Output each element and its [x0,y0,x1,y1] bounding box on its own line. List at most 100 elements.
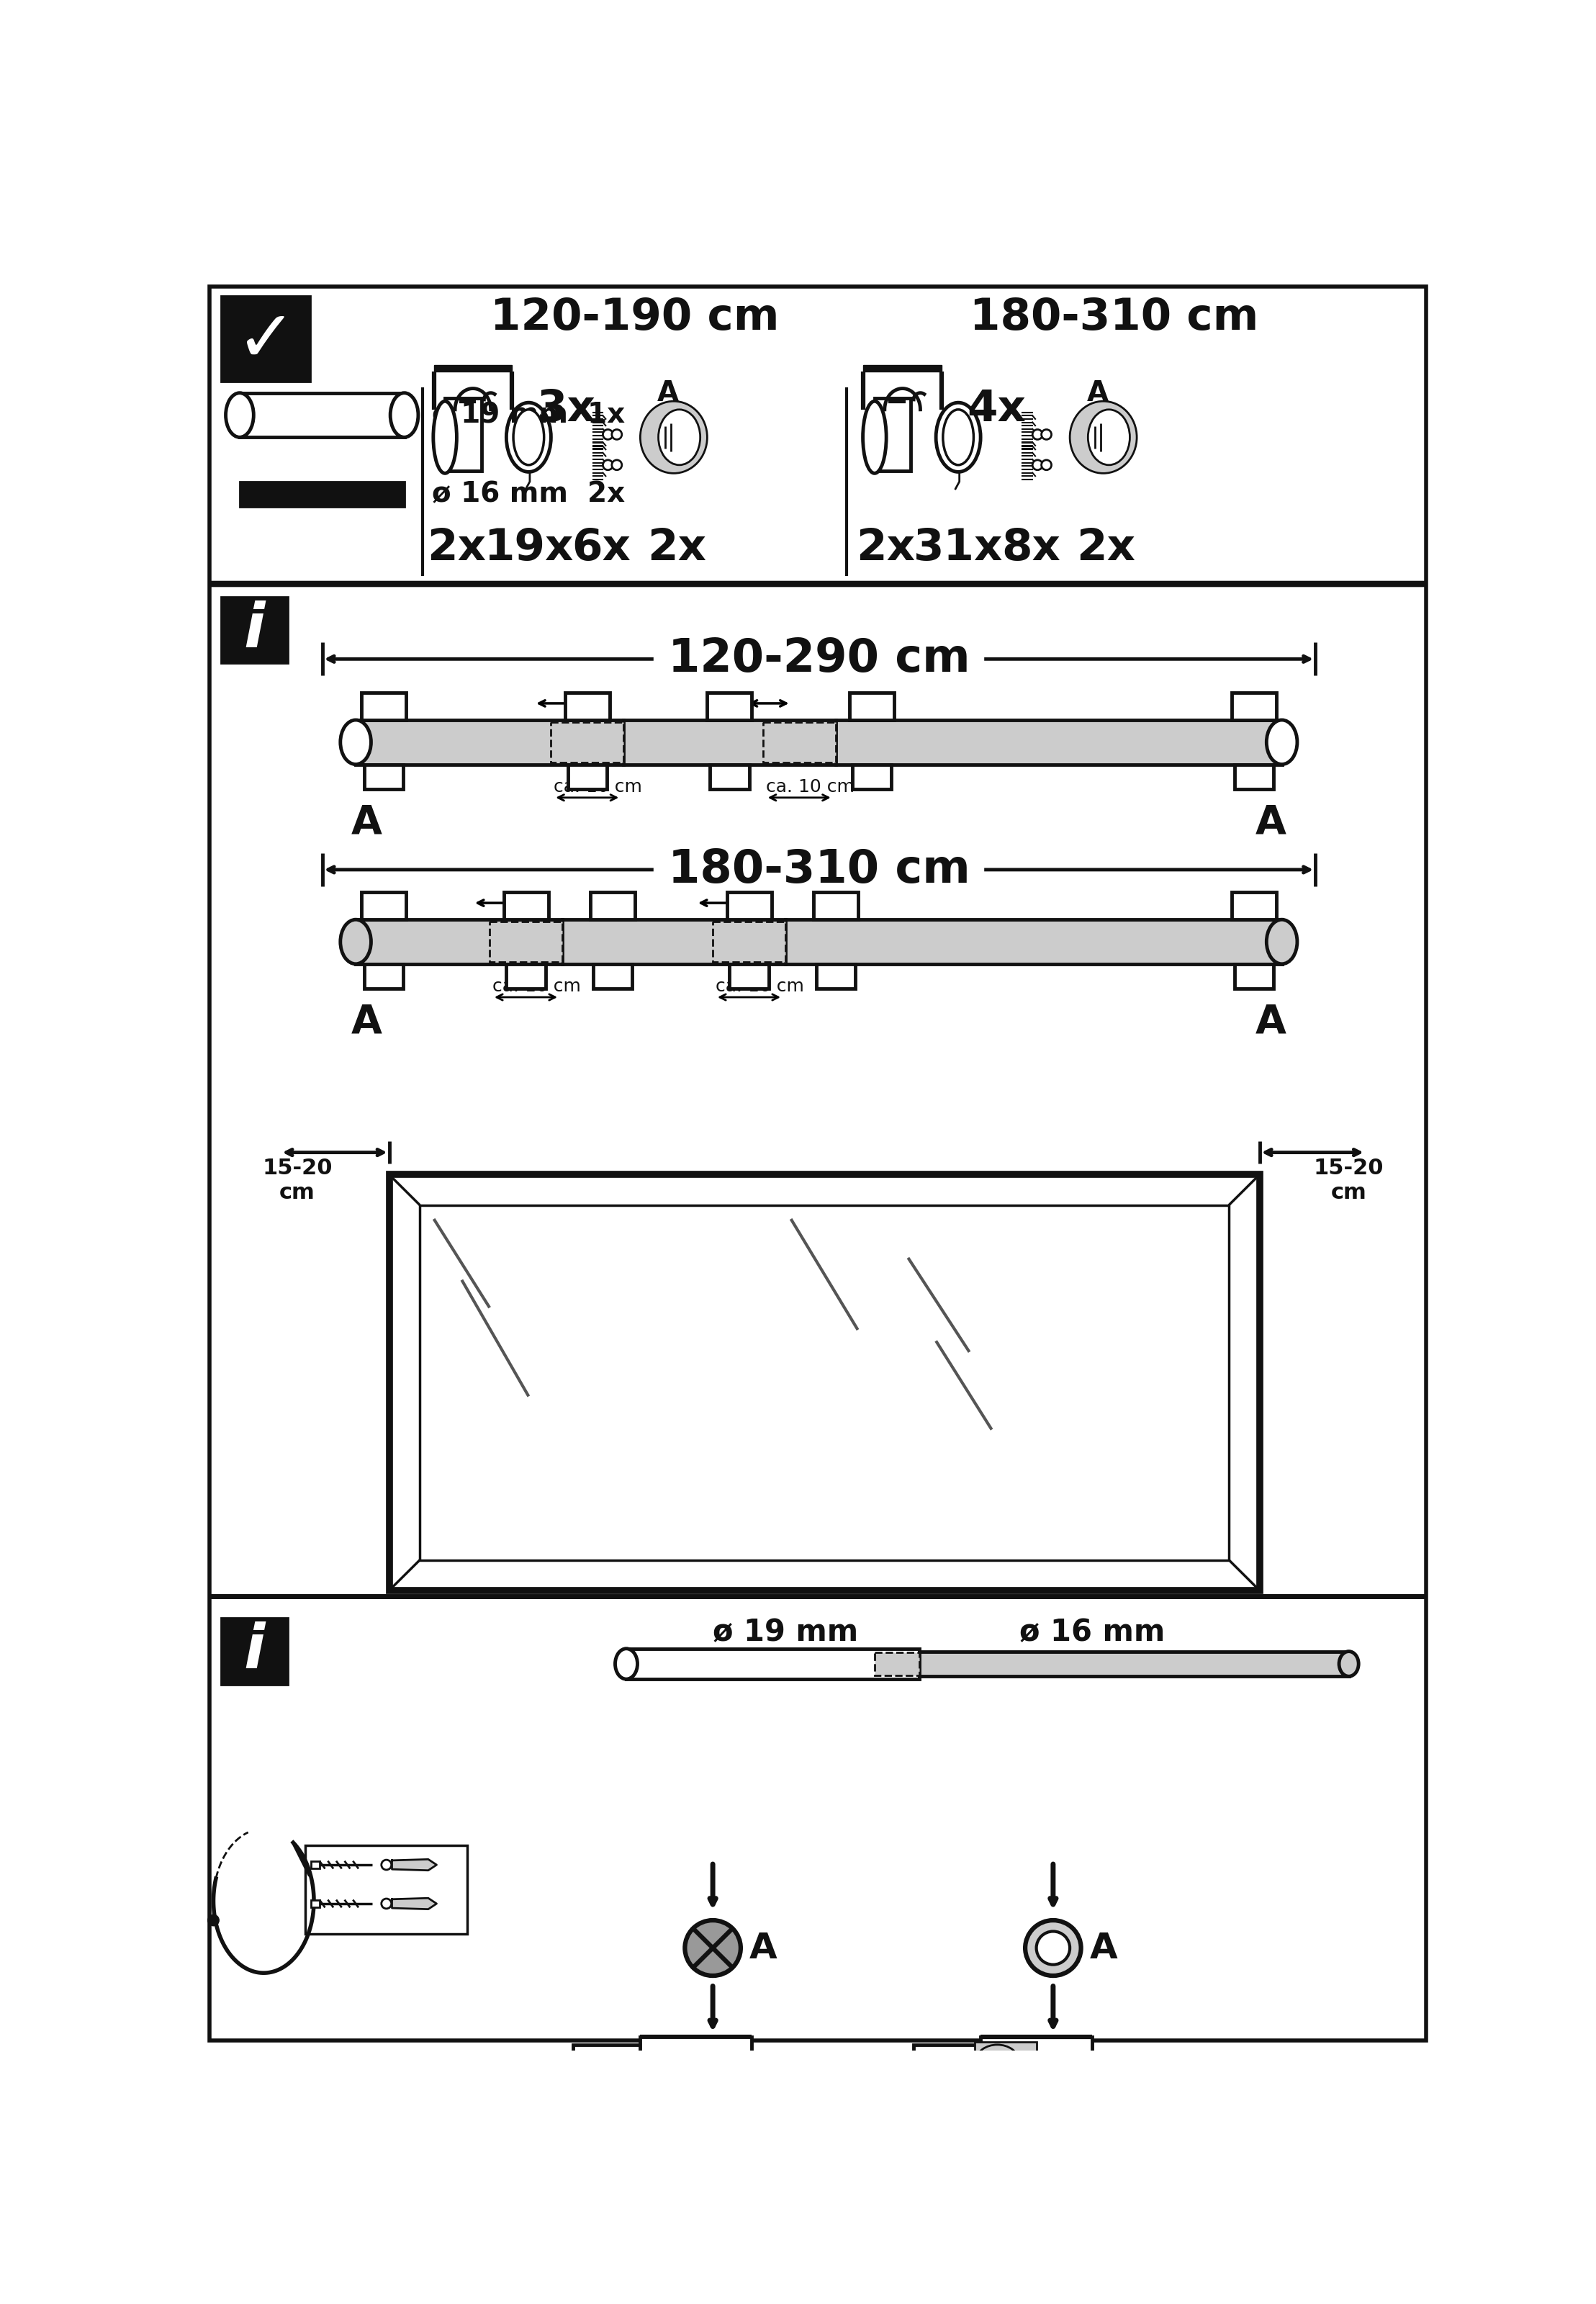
Ellipse shape [977,2044,1018,2076]
Ellipse shape [614,1650,637,1680]
Ellipse shape [391,394,418,438]
Bar [592,963,632,988]
Ellipse shape [1339,1652,1358,1677]
Polygon shape [393,1859,437,1871]
Bar [434,364,512,371]
Bar [311,1862,319,1869]
Text: A: A [351,804,383,841]
Text: ca. 10 cm: ca. 10 cm [715,977,804,995]
Text: 31x: 31x [913,528,1002,569]
Text: 180-310 cm: 180-310 cm [667,848,970,892]
Bar [980,2037,1092,2083]
Text: A: A [1090,1931,1117,1965]
Circle shape [661,2099,675,2113]
Bar [389,1175,1259,1590]
Bar [707,2083,741,2129]
Bar [490,922,562,961]
Circle shape [1033,429,1042,440]
Bar [356,919,562,963]
Bar [311,1901,319,1908]
Text: 2x: 2x [646,528,705,569]
Bar [707,691,752,719]
Circle shape [611,461,622,470]
Bar [875,399,911,470]
Bar [504,892,547,919]
Bar [785,919,1282,963]
Bar [220,597,287,664]
Bar [991,2083,1025,2129]
Text: 3x: 3x [536,389,595,431]
Bar [239,394,404,438]
Text: 4x: 4x [967,389,1026,431]
Bar [875,1652,919,1675]
Ellipse shape [935,403,980,472]
Ellipse shape [340,919,370,963]
Bar [364,765,404,790]
Ellipse shape [943,410,974,465]
Text: ca. 10 cm: ca. 10 cm [493,977,581,995]
Ellipse shape [1069,401,1136,472]
Circle shape [381,1898,391,1908]
Text: 2x: 2x [855,528,915,569]
Text: ca. 10 cm: ca. 10 cm [766,779,854,795]
Polygon shape [393,1898,437,1910]
Text: 15-20
cm: 15-20 cm [262,1159,332,1203]
Bar [1234,765,1274,790]
Text: A: A [351,1002,383,1041]
Text: 15-20
cm: 15-20 cm [1314,1159,1384,1203]
Bar [624,719,836,765]
Text: ø 19 mm: ø 19 mm [712,1617,859,1647]
Ellipse shape [1088,410,1130,465]
Text: A: A [1254,1002,1286,1041]
Ellipse shape [685,1919,741,1977]
Bar [626,1650,919,1680]
Bar [651,2083,685,2129]
Ellipse shape [225,394,254,438]
Bar [852,765,891,790]
Text: 180-310 cm: 180-310 cm [970,297,1259,339]
Bar [220,1617,287,1684]
Bar [356,719,624,765]
Ellipse shape [863,401,886,472]
Bar [919,1652,1349,1677]
Bar [729,963,769,988]
Bar [551,721,624,763]
Bar [1232,892,1277,919]
Circle shape [207,1915,219,1926]
Text: 120-190 cm: 120-190 cm [490,297,779,339]
Bar [1232,691,1277,719]
Bar [420,1205,1229,1560]
Bar [849,691,894,719]
Ellipse shape [514,410,544,465]
Bar [506,963,546,988]
Circle shape [1033,461,1042,470]
Text: 19x: 19x [484,528,573,569]
Bar [713,922,785,961]
Circle shape [381,1859,391,1871]
Ellipse shape [506,403,551,472]
Circle shape [603,429,613,440]
Bar [913,2046,1025,2076]
Bar [836,719,1282,765]
Text: 6x: 6x [571,528,630,569]
Text: 8x: 8x [1001,528,1060,569]
Ellipse shape [1267,919,1298,963]
Bar [1047,2083,1080,2129]
Circle shape [1058,2099,1071,2113]
Text: ø 16 mm  2x: ø 16 mm 2x [433,482,626,507]
Text: ø 16 mm: ø 16 mm [1020,1617,1165,1647]
Bar [568,765,606,790]
Ellipse shape [340,719,370,765]
Bar [863,364,942,371]
Text: i: i [244,1622,265,1682]
Bar [562,919,785,963]
Bar [726,892,771,919]
Bar [640,2037,752,2083]
Circle shape [717,2099,731,2113]
Bar [361,892,405,919]
Bar [364,963,404,988]
Text: A: A [1254,804,1286,841]
Text: 120-290 cm: 120-290 cm [667,636,970,682]
Ellipse shape [1025,1919,1080,1977]
Circle shape [1042,461,1052,470]
